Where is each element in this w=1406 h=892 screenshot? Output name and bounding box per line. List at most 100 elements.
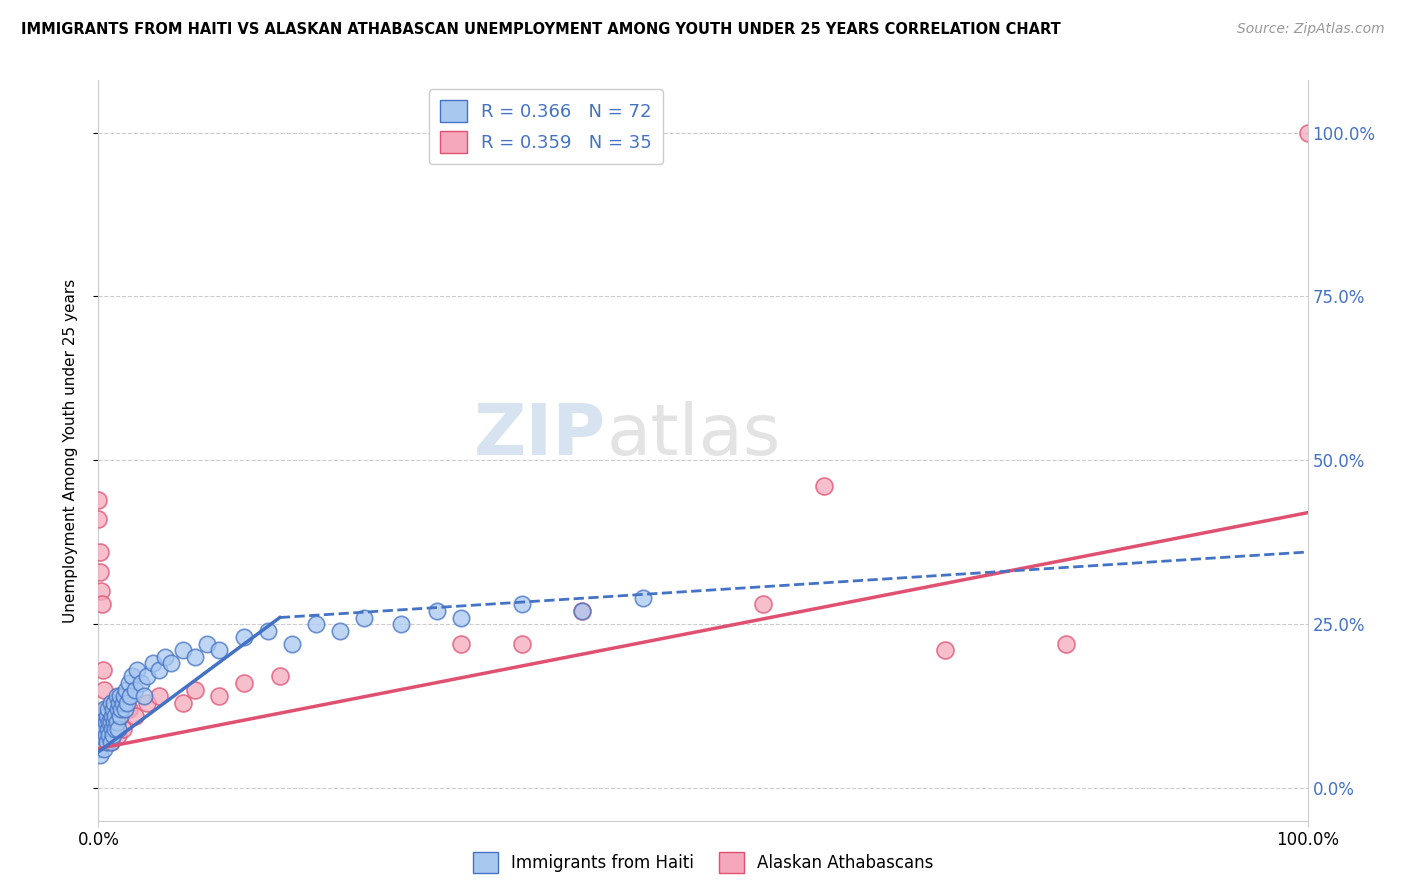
- Point: [104, 708, 127, 723]
- Point: [269, 669, 291, 683]
- Point: [97, 722, 120, 736]
- Point: [153, 649, 176, 664]
- Point: [101, 702, 124, 716]
- Point: [91, 598, 114, 612]
- Point: [100, 708, 122, 723]
- Point: [91, 715, 114, 730]
- Point: [100, 715, 122, 730]
- Point: [631, 591, 654, 605]
- Point: [112, 689, 135, 703]
- Point: [107, 722, 129, 736]
- Point: [353, 610, 375, 624]
- Point: [129, 676, 152, 690]
- Point: [305, 617, 328, 632]
- Point: [108, 708, 131, 723]
- Point: [100, 735, 122, 749]
- Point: [124, 682, 146, 697]
- Point: [426, 604, 449, 618]
- Point: [108, 689, 131, 703]
- Point: [1296, 126, 1319, 140]
- Point: [93, 702, 115, 716]
- Point: [90, 722, 112, 736]
- Point: [117, 696, 139, 710]
- Point: [450, 610, 472, 624]
- Point: [256, 624, 278, 638]
- Point: [104, 715, 127, 730]
- Point: [114, 702, 136, 716]
- Point: [232, 630, 254, 644]
- Point: [94, 702, 117, 716]
- Point: [121, 669, 143, 683]
- Point: [110, 702, 132, 716]
- Point: [93, 741, 115, 756]
- Point: [89, 748, 111, 763]
- Point: [1054, 637, 1077, 651]
- Point: [98, 715, 121, 730]
- Point: [115, 682, 138, 697]
- Point: [91, 708, 114, 723]
- Point: [232, 676, 254, 690]
- Point: [135, 669, 157, 683]
- Point: [108, 696, 131, 710]
- Point: [752, 598, 775, 612]
- Point: [104, 722, 127, 736]
- Point: [160, 657, 183, 671]
- Point: [389, 617, 412, 632]
- Point: [87, 741, 110, 756]
- Point: [91, 735, 114, 749]
- Point: [91, 663, 114, 677]
- Point: [148, 663, 170, 677]
- Point: [934, 643, 956, 657]
- Point: [208, 689, 231, 703]
- Point: [103, 715, 125, 730]
- Point: [89, 565, 111, 579]
- Point: [101, 729, 124, 743]
- Point: [111, 722, 134, 736]
- Point: [329, 624, 352, 638]
- Point: [571, 604, 593, 618]
- Point: [135, 696, 157, 710]
- Point: [98, 729, 121, 743]
- Point: [510, 637, 533, 651]
- Point: [87, 512, 110, 526]
- Point: [172, 643, 194, 657]
- Point: [97, 702, 120, 716]
- Point: [89, 729, 111, 743]
- Point: [172, 696, 194, 710]
- Y-axis label: Unemployment Among Youth under 25 years: Unemployment Among Youth under 25 years: [63, 278, 77, 623]
- Point: [93, 682, 115, 697]
- Point: [184, 649, 207, 664]
- Point: [124, 708, 146, 723]
- Point: [111, 696, 134, 710]
- Point: [148, 689, 170, 703]
- Point: [118, 689, 141, 703]
- Text: ZIP: ZIP: [474, 401, 606, 470]
- Point: [571, 604, 593, 618]
- Point: [107, 702, 129, 716]
- Point: [96, 708, 118, 723]
- Point: [127, 663, 149, 677]
- Point: [142, 657, 165, 671]
- Point: [103, 696, 125, 710]
- Point: [100, 722, 122, 736]
- Point: [208, 643, 231, 657]
- Point: [107, 729, 129, 743]
- Legend: R = 0.366   N = 72, R = 0.359   N = 35: R = 0.366 N = 72, R = 0.359 N = 35: [429, 89, 662, 164]
- Point: [108, 708, 131, 723]
- Point: [813, 479, 835, 493]
- Point: [184, 682, 207, 697]
- Point: [90, 735, 112, 749]
- Point: [94, 729, 117, 743]
- Point: [91, 729, 114, 743]
- Point: [450, 637, 472, 651]
- Legend: Immigrants from Haiti, Alaskan Athabascans: Immigrants from Haiti, Alaskan Athabasca…: [465, 846, 941, 880]
- Text: atlas: atlas: [606, 401, 780, 470]
- Point: [98, 729, 121, 743]
- Point: [93, 722, 115, 736]
- Point: [105, 715, 128, 730]
- Point: [100, 696, 122, 710]
- Point: [105, 689, 128, 703]
- Point: [87, 492, 110, 507]
- Point: [118, 676, 141, 690]
- Point: [90, 584, 112, 599]
